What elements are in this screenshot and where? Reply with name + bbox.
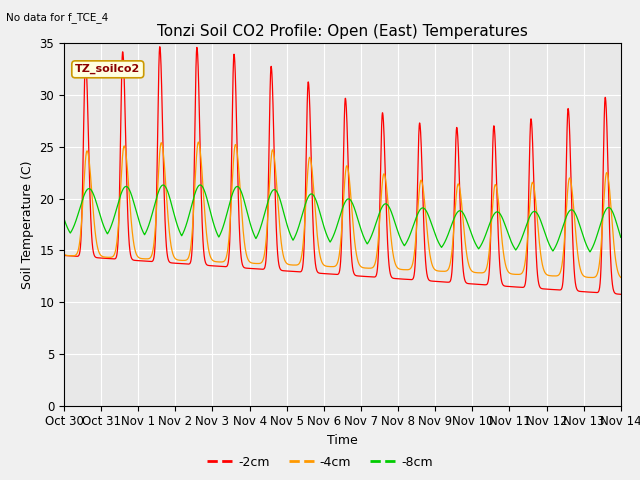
X-axis label: Time: Time	[327, 434, 358, 447]
Text: No data for f_TCE_4: No data for f_TCE_4	[6, 12, 109, 23]
-2cm	[216, 264, 223, 269]
-8cm	[60, 216, 68, 222]
-4cm	[406, 265, 414, 271]
-2cm	[406, 277, 414, 283]
-8cm	[406, 230, 414, 236]
-8cm	[564, 210, 572, 216]
-8cm	[216, 233, 223, 239]
-2cm	[180, 261, 188, 267]
-8cm	[617, 234, 625, 240]
Text: TZ_soilco2: TZ_soilco2	[75, 64, 140, 74]
-4cm	[564, 183, 572, 189]
-2cm	[60, 252, 68, 258]
Line: -4cm: -4cm	[64, 142, 621, 277]
Line: -2cm: -2cm	[64, 47, 621, 294]
-8cm	[586, 249, 594, 255]
-8cm	[179, 230, 187, 236]
Line: -8cm: -8cm	[64, 185, 621, 252]
-4cm	[179, 258, 187, 264]
Title: Tonzi Soil CO2 Profile: Open (East) Temperatures: Tonzi Soil CO2 Profile: Open (East) Temp…	[157, 24, 528, 39]
-2cm	[397, 276, 404, 282]
-2cm	[617, 291, 625, 297]
-4cm	[60, 252, 68, 257]
-8cm	[397, 236, 404, 242]
-4cm	[397, 266, 404, 272]
-4cm	[588, 275, 596, 280]
-4cm	[216, 259, 223, 265]
-4cm	[617, 275, 625, 280]
Legend: -2cm, -4cm, -8cm: -2cm, -4cm, -8cm	[202, 451, 438, 474]
-4cm	[617, 275, 625, 280]
-4cm	[195, 139, 202, 145]
-2cm	[156, 44, 164, 49]
-8cm	[617, 235, 625, 240]
-2cm	[617, 291, 625, 297]
Y-axis label: Soil Temperature (C): Soil Temperature (C)	[21, 160, 34, 288]
-2cm	[564, 106, 572, 111]
-8cm	[196, 182, 204, 188]
